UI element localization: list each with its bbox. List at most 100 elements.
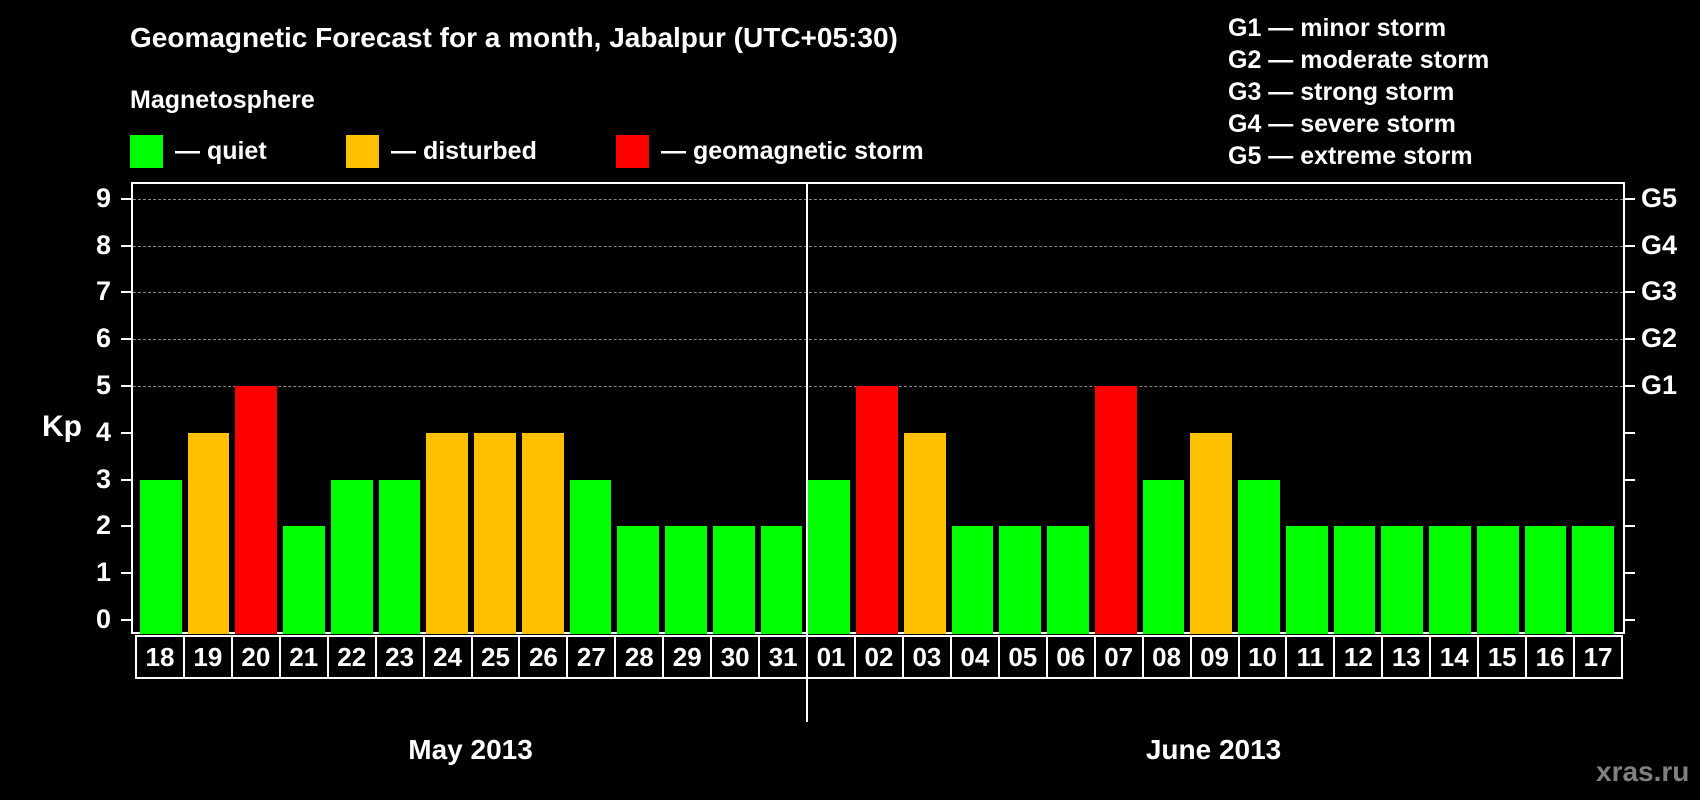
legend-quiet-label: — quiet: [175, 136, 267, 165]
date-cell: 17: [1573, 635, 1623, 679]
grid-line: [133, 198, 1623, 200]
kp-bar-22: [330, 479, 373, 634]
kp-bar-19: [187, 432, 230, 634]
y-tick-label: 4: [95, 416, 111, 447]
date-cell: 20: [230, 635, 281, 679]
g-level-label: G3: [1641, 276, 1678, 307]
y-tick-left: [121, 572, 131, 575]
y-tick-left: [121, 244, 131, 247]
y-tick-label: 2: [95, 510, 111, 541]
kp-bar-31: [760, 526, 803, 634]
kp-bar-26: [521, 432, 564, 634]
g4-label: G4 — severe storm: [1228, 110, 1456, 138]
y-tick-label: 5: [95, 370, 111, 400]
g3-label: G3 — strong storm: [1228, 78, 1455, 106]
y-tick-label: 0: [95, 604, 111, 634]
grid-line: [133, 292, 1623, 294]
y-tick-left: [121, 197, 131, 200]
y-tick-label: 9: [95, 182, 111, 213]
y-tick-right: [1625, 338, 1635, 341]
chart-title: Geomagnetic Forecast for a month, Jabalp…: [130, 22, 898, 53]
legend-storm: — geomagnetic storm: [616, 134, 924, 168]
y-tick-right: [1625, 572, 1635, 575]
y-tick-left: [121, 478, 131, 481]
legend-quiet: — quiet: [130, 134, 267, 168]
g2-label: G2 — moderate storm: [1228, 46, 1490, 74]
kp-bar-08: [1142, 479, 1185, 634]
kp-bar-12: [1333, 526, 1376, 634]
legend-disturbed-label: — disturbed: [391, 136, 537, 165]
date-cell: 15: [1477, 635, 1528, 679]
date-cell: 13: [1381, 635, 1432, 679]
storm-swatch-icon: [616, 134, 649, 168]
kp-bar-13: [1381, 526, 1424, 634]
y-tick-left: [121, 525, 131, 528]
date-cell: 28: [614, 635, 665, 679]
date-cell: 29: [662, 635, 713, 679]
kp-bar-09: [1190, 432, 1233, 634]
y-tick-right: [1625, 197, 1635, 200]
date-cell: 07: [1093, 635, 1144, 679]
kp-bar-04: [951, 526, 994, 634]
legend-storm-label: — geomagnetic storm: [661, 136, 924, 165]
watermark: xras.ru: [1596, 756, 1690, 787]
kp-bar-05: [999, 526, 1042, 634]
date-cell: 18: [135, 635, 185, 679]
date-cell: 19: [182, 635, 233, 679]
kp-bar-15: [1476, 526, 1519, 634]
y-tick-label: 8: [95, 229, 111, 260]
kp-bar-27: [569, 479, 612, 634]
kp-bar-29: [665, 526, 707, 634]
y-tick-left: [121, 385, 131, 387]
date-cell: 30: [710, 635, 761, 679]
month-label: June 2013: [1145, 734, 1282, 765]
g-level-label: G1: [1641, 370, 1678, 400]
kp-bar-20: [235, 386, 278, 634]
y-tick-left: [121, 338, 131, 341]
date-cell: 05: [997, 635, 1048, 679]
legend-heading: Magnetosphere: [130, 86, 315, 114]
date-cell: 14: [1429, 635, 1480, 679]
date-cell: 16: [1525, 635, 1576, 679]
kp-bar-30: [712, 526, 755, 634]
date-cell: 09: [1189, 635, 1240, 679]
y-tick-left: [121, 431, 131, 434]
y-tick-right: [1625, 525, 1635, 528]
kp-bar-28: [617, 526, 660, 634]
date-cell: 24: [422, 635, 473, 679]
date-cell: 31: [758, 635, 809, 679]
kp-bar-06: [1047, 526, 1089, 634]
quiet-swatch-icon: [130, 134, 163, 168]
kp-bar-01: [808, 479, 851, 634]
date-cell: 08: [1141, 635, 1192, 679]
y-tick-right: [1625, 244, 1635, 247]
y-tick-left: [121, 619, 131, 621]
y-tick-right: [1625, 385, 1635, 387]
legend-disturbed: — disturbed: [346, 134, 537, 168]
y-tick-right: [1625, 619, 1635, 621]
g-level-label: G2: [1641, 323, 1678, 354]
g1-label: G1 — minor storm: [1228, 14, 1447, 42]
date-cell: 04: [949, 635, 1000, 679]
y-tick-label: 1: [95, 557, 111, 588]
kp-bar-16: [1524, 526, 1567, 634]
y-tick-label: 6: [95, 323, 111, 354]
kp-bar-14: [1429, 526, 1471, 634]
kp-bar-07: [1094, 386, 1137, 634]
date-cell: 11: [1285, 635, 1336, 679]
date-cell: 25: [470, 635, 521, 679]
kp-bar-10: [1238, 479, 1280, 634]
kp-bar-17: [1572, 526, 1614, 634]
kp-bar-03: [903, 432, 946, 634]
g-level-label: G5: [1641, 182, 1678, 213]
y-tick-label: 7: [95, 276, 111, 307]
grid-line: [133, 339, 1623, 341]
kp-bar-25: [474, 432, 516, 634]
kp-bar-11: [1285, 526, 1328, 634]
disturbed-swatch-icon: [346, 134, 379, 168]
month-divider: [806, 182, 808, 722]
g5-label: G5 — extreme storm: [1228, 142, 1473, 170]
y-tick-left: [121, 291, 131, 294]
date-cell: 27: [566, 635, 617, 679]
kp-bar-18: [140, 479, 182, 634]
